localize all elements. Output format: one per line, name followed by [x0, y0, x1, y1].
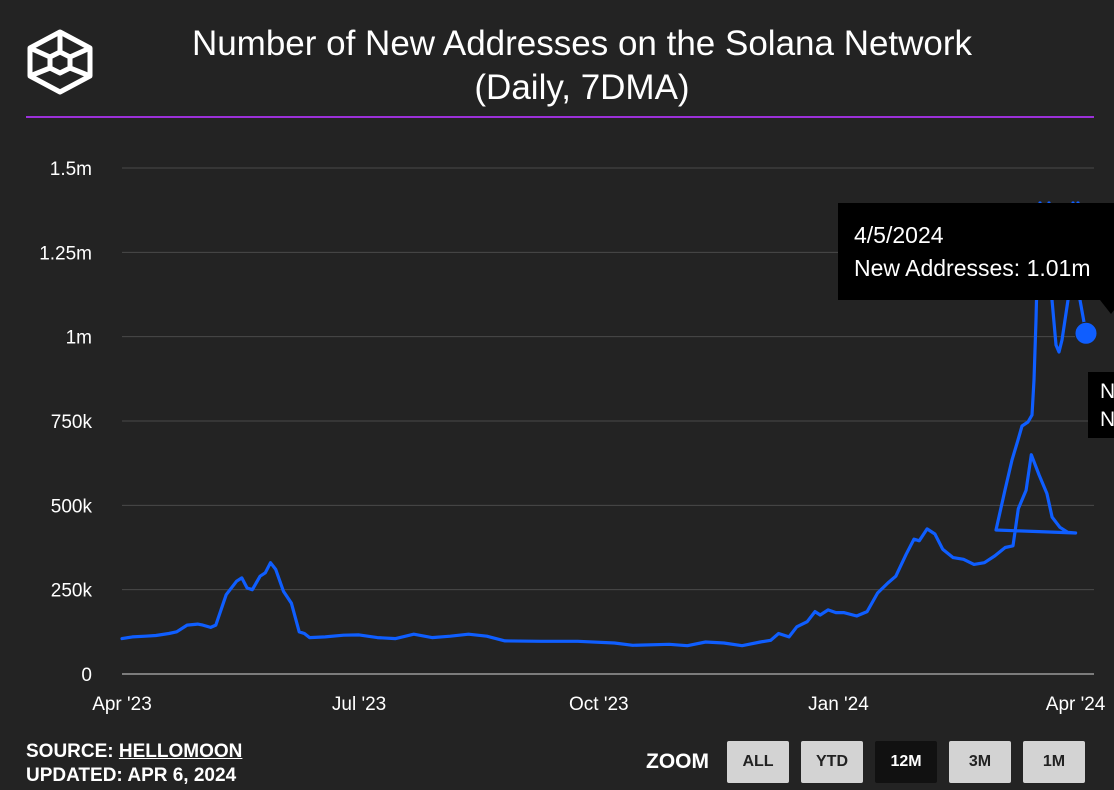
secondary-tooltip: N N: [1088, 372, 1114, 438]
zoom-controls: ZOOM ALL YTD 12M 3M 1M: [646, 740, 1097, 784]
x-tick-label: Apr '24: [1046, 694, 1106, 715]
chart-title: Number of New Addresses on the Solana Ne…: [100, 22, 1064, 110]
x-tick-label: Oct '23: [569, 694, 629, 715]
source-label: SOURCE:: [26, 741, 114, 762]
chart-title-line2: (Daily, 7DMA): [474, 68, 690, 107]
title-divider: [26, 116, 1094, 118]
x-tick-label: Jan '24: [808, 694, 869, 715]
source-line: SOURCE: HELLOMOON: [26, 740, 242, 764]
secondary-tooltip-line1: N: [1100, 380, 1114, 403]
zoom-3m-button[interactable]: 3M: [949, 741, 1011, 783]
tooltip: 4/5/2024 New Addresses: 1.01m: [838, 203, 1114, 300]
y-tick-label: 1.5m: [50, 159, 92, 180]
zoom-all-button[interactable]: ALL: [727, 741, 789, 783]
line-chart[interactable]: 0 250k 500k 750k 1m 1.25m 1.5m Apr '23 Jul '23 Oc…: [0, 0, 1114, 735]
block-cube-logo-icon: [27, 29, 93, 95]
secondary-tooltip-line2: N: [1100, 408, 1114, 431]
x-tick-label: Jul '23: [332, 694, 386, 715]
zoom-12m-button[interactable]: 12M: [875, 741, 937, 783]
y-tick-label: 0: [81, 665, 92, 686]
updated-line: UPDATED: APR 6, 2024: [26, 764, 242, 788]
footer: SOURCE: HELLOMOON UPDATED: APR 6, 2024: [26, 740, 242, 788]
chart-title-line1: Number of New Addresses on the Solana Ne…: [191, 24, 973, 63]
source-link[interactable]: HELLOMOON: [118, 741, 243, 762]
hover-point: [1074, 321, 1098, 345]
updated-label: UPDATED:: [26, 765, 123, 786]
updated-value: APR 6, 2024: [127, 765, 237, 786]
tooltip-value: New Addresses: 1.01m: [854, 255, 1091, 281]
y-tick-label: 500k: [51, 496, 93, 517]
y-tick-label: 1.25m: [39, 243, 92, 264]
zoom-ytd-button[interactable]: YTD: [801, 741, 863, 783]
y-tick-label: 250k: [51, 581, 93, 602]
zoom-1m-button[interactable]: 1M: [1023, 741, 1085, 783]
x-tick-label: Apr '23: [92, 694, 152, 715]
zoom-label: ZOOM: [646, 750, 709, 773]
y-tick-label: 750k: [51, 412, 93, 433]
tooltip-arrow: [1100, 300, 1114, 314]
tooltip-date: 4/5/2024: [854, 222, 944, 248]
y-tick-label: 1m: [66, 328, 92, 349]
